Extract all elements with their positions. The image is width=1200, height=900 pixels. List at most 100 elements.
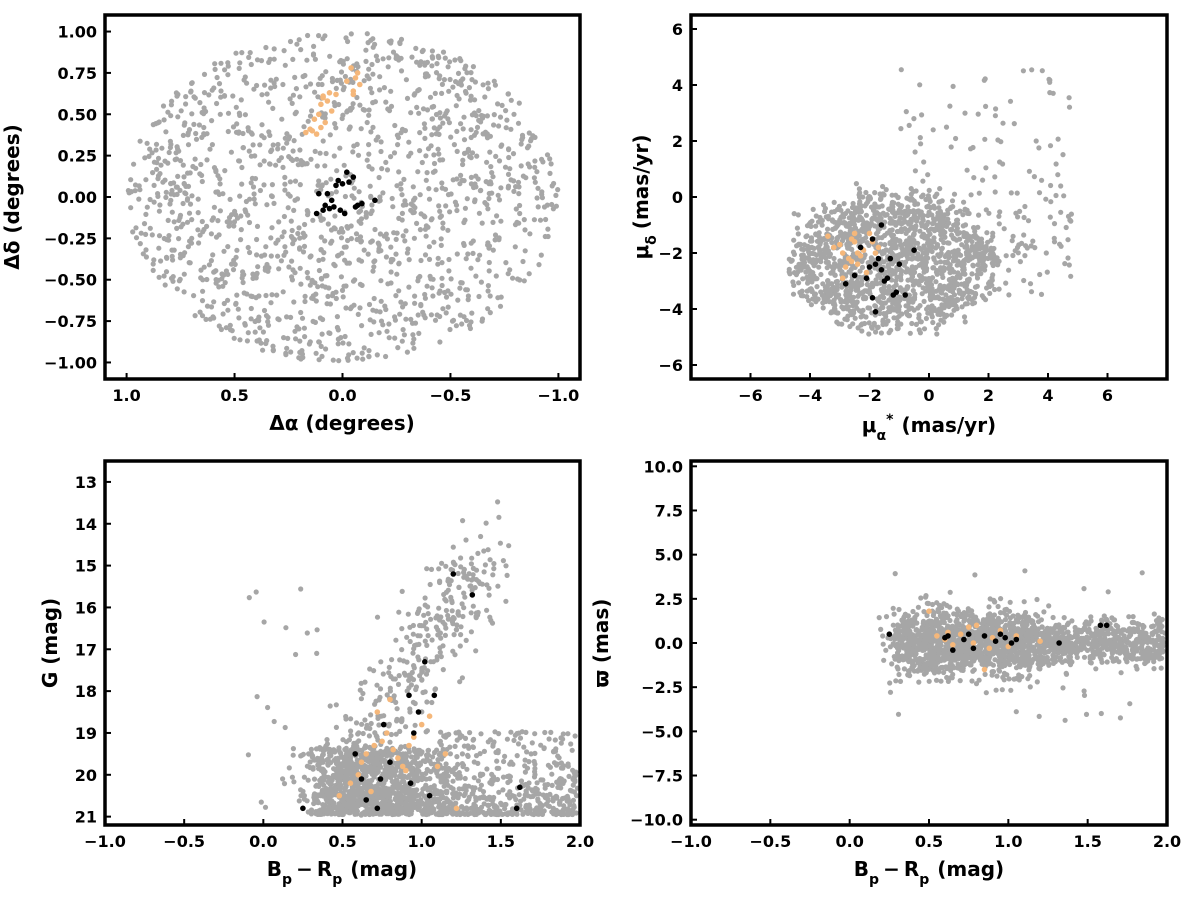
field-star-point — [412, 195, 418, 201]
plot-frame — [103, 13, 582, 381]
field-star-point — [151, 257, 157, 263]
field-star-point — [795, 212, 801, 218]
field-star-point — [496, 197, 503, 203]
field-star-point — [297, 338, 303, 344]
field-star-point — [459, 321, 465, 327]
field-star-point — [853, 181, 860, 187]
field-star-point — [461, 178, 467, 184]
field-star-point — [791, 237, 797, 243]
field-star-point — [992, 286, 998, 293]
field-star-point — [941, 265, 947, 271]
field-star-point — [270, 105, 276, 111]
field-star-point — [786, 256, 792, 262]
field-star-point — [511, 188, 517, 194]
field-star-point — [445, 192, 452, 198]
field-star-point — [220, 311, 226, 317]
field-star-point — [1066, 262, 1072, 268]
field-star-point — [850, 200, 856, 207]
field-star-point — [183, 94, 189, 100]
orange-member-point — [303, 129, 309, 136]
field-star-point — [475, 778, 481, 784]
field-star-point — [1051, 235, 1057, 241]
field-star-point — [921, 159, 927, 165]
field-star-point — [175, 114, 181, 120]
field-star-point — [325, 293, 331, 299]
field-star-point — [437, 339, 443, 345]
field-star-point — [286, 264, 292, 270]
field-star-point — [536, 262, 542, 268]
field-star-point — [897, 267, 904, 273]
field-star-point — [429, 63, 435, 69]
field-star-point — [264, 91, 270, 97]
field-star-point — [468, 127, 474, 133]
field-star-point — [882, 242, 888, 248]
field-star-point — [460, 763, 466, 770]
field-star-point — [198, 161, 204, 168]
y-tick-label: −2 — [658, 244, 683, 263]
field-star-point — [211, 315, 217, 321]
field-star-point — [931, 256, 937, 262]
field-star-point — [370, 36, 376, 42]
field-star-point — [1068, 273, 1074, 279]
field-star-point — [1036, 190, 1043, 196]
field-star-point — [389, 195, 395, 202]
field-star-point — [297, 147, 303, 153]
field-star-point — [894, 305, 901, 312]
field-star-point — [449, 616, 455, 622]
orange-member-point — [866, 230, 873, 237]
field-star-point — [344, 56, 350, 62]
field-star-point — [918, 141, 924, 147]
y-tick-label: 2 — [672, 132, 683, 151]
field-star-point — [288, 156, 294, 162]
field-star-point — [284, 345, 290, 351]
field-star-point — [398, 805, 404, 811]
field-star-point — [408, 150, 414, 156]
field-star-point — [386, 335, 392, 341]
field-star-point — [434, 61, 440, 67]
field-star-point — [486, 259, 492, 266]
field-star-point — [181, 289, 187, 295]
field-star-point — [266, 129, 272, 135]
field-star-point — [355, 152, 362, 158]
field-star-point — [829, 270, 835, 276]
field-star-point — [982, 136, 988, 142]
field-star-point — [468, 134, 474, 141]
field-star-point — [929, 314, 935, 320]
field-star-point — [439, 260, 445, 266]
field-star-point — [846, 269, 852, 275]
field-star-point — [986, 280, 992, 287]
field-star-point — [313, 350, 319, 356]
field-star-point — [392, 122, 398, 129]
field-star-point — [354, 236, 360, 243]
field-star-point — [138, 230, 144, 236]
black-member-point — [878, 222, 885, 228]
field-star-point — [266, 99, 272, 105]
field-star-point — [176, 217, 182, 223]
field-star-point — [1011, 121, 1017, 127]
field-star-point — [833, 279, 839, 285]
field-star-point — [391, 230, 397, 236]
field-star-point — [856, 192, 862, 198]
field-star-point — [300, 354, 306, 361]
field-star-point — [1026, 168, 1032, 174]
field-star-point — [157, 171, 163, 177]
field-star-point — [222, 67, 228, 73]
field-star-point — [143, 231, 149, 237]
field-star-point — [353, 720, 360, 726]
field-star-point — [429, 637, 435, 643]
field-star-point — [419, 48, 425, 55]
field-star-point — [438, 236, 444, 242]
field-star-point — [357, 281, 363, 287]
field-star-point — [837, 260, 843, 266]
field-star-point — [320, 256, 326, 262]
field-star-point — [816, 230, 822, 236]
field-star-point — [484, 113, 490, 119]
field-star-point — [949, 312, 955, 318]
black-member-point — [857, 244, 864, 251]
field-star-point — [831, 297, 837, 303]
field-star-point — [371, 295, 377, 302]
field-star-point — [222, 280, 228, 286]
field-star-point — [532, 164, 538, 170]
field-star-point — [426, 186, 432, 192]
field-star-point — [197, 171, 203, 177]
